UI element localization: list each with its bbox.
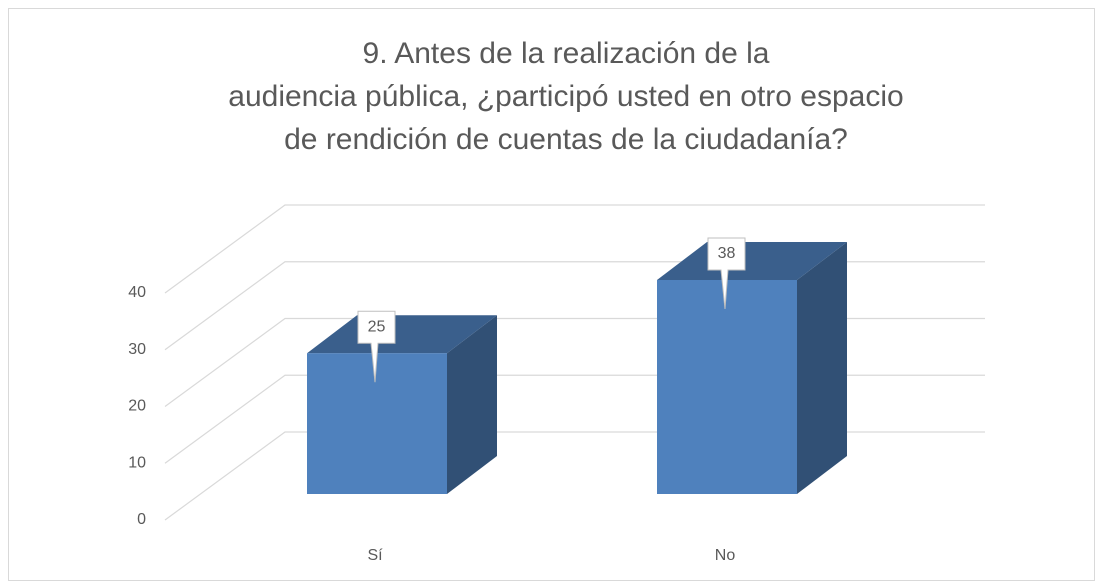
data-label-callout (357, 310, 396, 383)
bar-front (307, 353, 447, 494)
bar-top (657, 242, 847, 280)
data-label: 38 (718, 245, 736, 262)
bar (307, 315, 497, 494)
chart-title: 9. Antes de la realización de la audienci… (228, 37, 903, 156)
y-tick-label: 20 (128, 398, 146, 415)
y-tick-label: 0 (137, 511, 146, 528)
grid-line (164, 204, 985, 294)
x-tick-label: No (715, 547, 736, 564)
bar (657, 242, 847, 494)
bar-front (657, 280, 797, 494)
bar-top (307, 315, 497, 354)
data-label: 25 (368, 318, 386, 335)
chart-border (8, 8, 1095, 581)
y-tick-label: 30 (128, 341, 146, 358)
bar-side (447, 315, 497, 494)
bar-side (797, 242, 847, 494)
data-label-callout (707, 237, 746, 310)
y-tick-label: 10 (128, 454, 146, 471)
x-tick-label: Sí (367, 547, 383, 564)
y-tick-label: 40 (128, 284, 146, 301)
